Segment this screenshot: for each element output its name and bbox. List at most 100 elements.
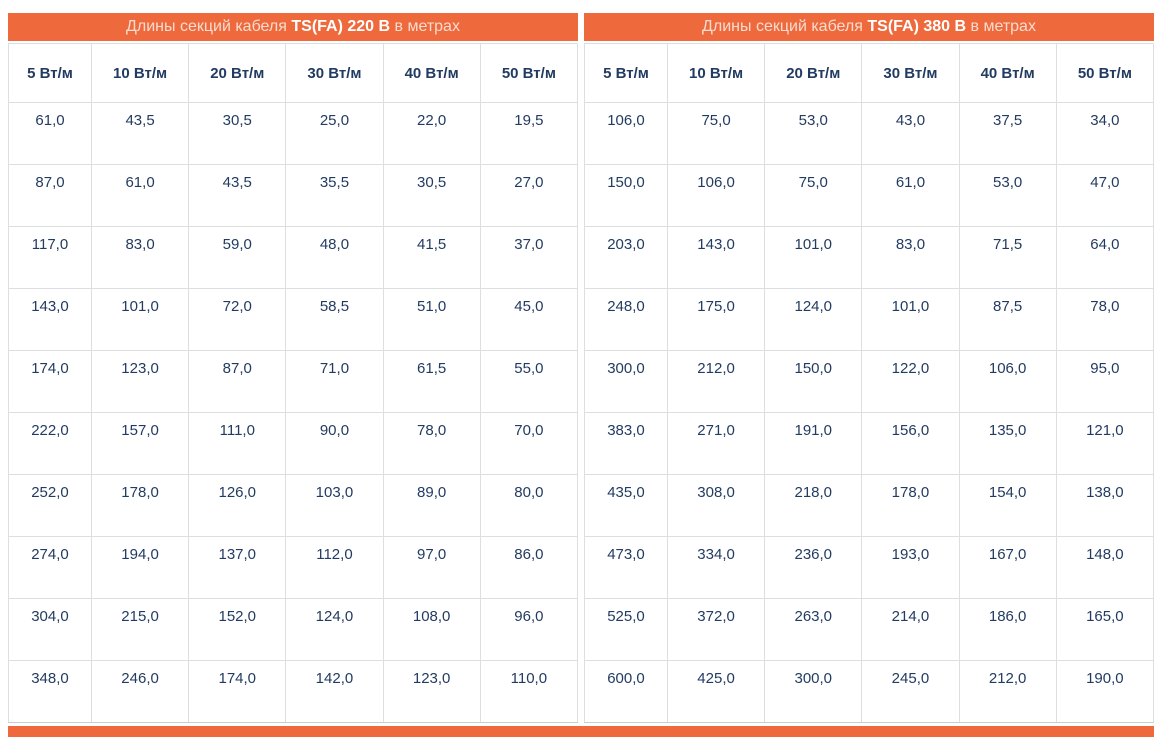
title-prefix: Длины секций кабеля — [702, 18, 868, 35]
length-value-cell: 90,0 — [285, 412, 384, 475]
table-row: 435,0 308,0 218,0 178,0 154,0 138,0 — [584, 474, 1155, 537]
table-row: 150,0 106,0 75,0 61,0 53,0 47,0 — [584, 164, 1155, 227]
length-value-cell: 41,5 — [382, 226, 481, 289]
table-row: 61,0 43,5 30,5 25,0 22,0 19,5 — [8, 102, 579, 165]
length-value-cell: 473,0 — [584, 536, 668, 599]
column-header: 10 Вт/м — [666, 43, 766, 103]
column-header-row: 5 Вт/м 10 Вт/м 20 Вт/м 30 Вт/м 40 Вт/м 50 Вт/… — [584, 43, 1155, 103]
length-value-cell: 143,0 — [666, 226, 766, 289]
length-value-cell: 64,0 — [1055, 226, 1155, 289]
length-value-cell: 111,0 — [188, 412, 287, 475]
length-value-cell: 122,0 — [861, 350, 960, 413]
table-row: 143,0 101,0 72,0 58,5 51,0 45,0 — [8, 288, 579, 351]
length-value-cell: 304,0 — [8, 598, 92, 661]
length-value-cell: 525,0 — [584, 598, 668, 661]
length-value-cell: 97,0 — [382, 536, 481, 599]
length-value-cell: 19,5 — [479, 102, 579, 165]
length-value-cell: 27,0 — [479, 164, 579, 227]
length-value-cell: 61,5 — [382, 350, 481, 413]
length-value-cell: 334,0 — [666, 536, 766, 599]
title-prefix: Длины секций кабеля — [126, 18, 292, 35]
length-value-cell: 86,0 — [479, 536, 579, 599]
table-row: 248,0 175,0 124,0 101,0 87,5 78,0 — [584, 288, 1155, 351]
length-value-cell: 43,5 — [90, 102, 190, 165]
length-value-cell: 70,0 — [479, 412, 579, 475]
title-cable-model: TS(FA) 380 В — [867, 18, 967, 35]
length-value-cell: 59,0 — [188, 226, 287, 289]
length-value-cell: 191,0 — [764, 412, 863, 475]
length-value-cell: 383,0 — [584, 412, 668, 475]
length-value-cell: 58,5 — [285, 288, 384, 351]
length-value-cell: 190,0 — [1055, 660, 1155, 723]
title-suffix: в метрах — [966, 18, 1036, 35]
length-value-cell: 194,0 — [90, 536, 190, 599]
table-row: 525,0 372,0 263,0 214,0 186,0 165,0 — [584, 598, 1155, 661]
table-row: 222,0 157,0 111,0 90,0 78,0 70,0 — [8, 412, 579, 475]
length-value-cell: 53,0 — [958, 164, 1057, 227]
length-value-cell: 135,0 — [958, 412, 1057, 475]
length-value-cell: 300,0 — [584, 350, 668, 413]
length-value-cell: 43,0 — [861, 102, 960, 165]
column-header: 5 Вт/м — [8, 43, 92, 103]
table-row: 304,0 215,0 152,0 124,0 108,0 96,0 — [8, 598, 579, 661]
length-value-cell: 152,0 — [188, 598, 287, 661]
column-header: 10 Вт/м — [90, 43, 190, 103]
column-header: 5 Вт/м — [584, 43, 668, 103]
length-value-cell: 178,0 — [861, 474, 960, 537]
length-value-cell: 142,0 — [285, 660, 384, 723]
length-value-cell: 271,0 — [666, 412, 766, 475]
length-value-cell: 95,0 — [1055, 350, 1155, 413]
cable-lengths-table-220v: 5 Вт/м 10 Вт/м 20 Вт/м 30 Вт/м 40 Вт/м 50 Вт/… — [8, 43, 579, 723]
length-value-cell: 55,0 — [479, 350, 579, 413]
length-value-cell: 89,0 — [382, 474, 481, 537]
length-value-cell: 43,5 — [188, 164, 287, 227]
length-value-cell: 372,0 — [666, 598, 766, 661]
length-value-cell: 75,0 — [764, 164, 863, 227]
length-value-cell: 123,0 — [90, 350, 190, 413]
length-value-cell: 150,0 — [584, 164, 668, 227]
length-value-cell: 45,0 — [479, 288, 579, 351]
length-value-cell: 71,5 — [958, 226, 1057, 289]
length-value-cell: 35,5 — [285, 164, 384, 227]
length-value-cell: 300,0 — [764, 660, 863, 723]
length-value-cell: 30,5 — [382, 164, 481, 227]
length-value-cell: 106,0 — [958, 350, 1057, 413]
length-value-cell: 178,0 — [90, 474, 190, 537]
length-value-cell: 248,0 — [584, 288, 668, 351]
length-value-cell: 25,0 — [285, 102, 384, 165]
length-value-cell: 212,0 — [958, 660, 1057, 723]
column-header-row: 5 Вт/м 10 Вт/м 20 Вт/м 30 Вт/м 40 Вт/м 50 Вт/… — [8, 43, 579, 103]
length-value-cell: 96,0 — [479, 598, 579, 661]
length-value-cell: 186,0 — [958, 598, 1057, 661]
length-value-cell: 138,0 — [1055, 474, 1155, 537]
table-row: 300,0 212,0 150,0 122,0 106,0 95,0 — [584, 350, 1155, 413]
length-value-cell: 75,0 — [666, 102, 766, 165]
length-value-cell: 222,0 — [8, 412, 92, 475]
length-value-cell: 103,0 — [285, 474, 384, 537]
title-suffix: в метрах — [390, 18, 460, 35]
length-value-cell: 203,0 — [584, 226, 668, 289]
length-value-cell: 123,0 — [382, 660, 481, 723]
length-value-cell: 78,0 — [1055, 288, 1155, 351]
column-header: 50 Вт/м — [1055, 43, 1155, 103]
length-value-cell: 87,0 — [8, 164, 92, 227]
table-row: 600,0 425,0 300,0 245,0 212,0 190,0 — [584, 660, 1155, 723]
table-title-bars: Длины секций кабеля TS(FA) 220 В в метра… — [8, 13, 1154, 41]
length-value-cell: 137,0 — [188, 536, 287, 599]
table-row: 117,0 83,0 59,0 48,0 41,5 37,0 — [8, 226, 579, 289]
column-header: 40 Вт/м — [958, 43, 1057, 103]
length-value-cell: 600,0 — [584, 660, 668, 723]
table-row: 274,0 194,0 137,0 112,0 97,0 86,0 — [8, 536, 579, 599]
column-header: 20 Вт/м — [188, 43, 287, 103]
length-value-cell: 245,0 — [861, 660, 960, 723]
length-value-cell: 71,0 — [285, 350, 384, 413]
length-value-cell: 78,0 — [382, 412, 481, 475]
length-value-cell: 218,0 — [764, 474, 863, 537]
length-value-cell: 215,0 — [90, 598, 190, 661]
table-title-220v: Длины секций кабеля TS(FA) 220 В в метра… — [8, 13, 578, 41]
column-header: 20 Вт/м — [764, 43, 863, 103]
table-row: 383,0 271,0 191,0 156,0 135,0 121,0 — [584, 412, 1155, 475]
length-value-cell: 348,0 — [8, 660, 92, 723]
length-value-cell: 61,0 — [90, 164, 190, 227]
